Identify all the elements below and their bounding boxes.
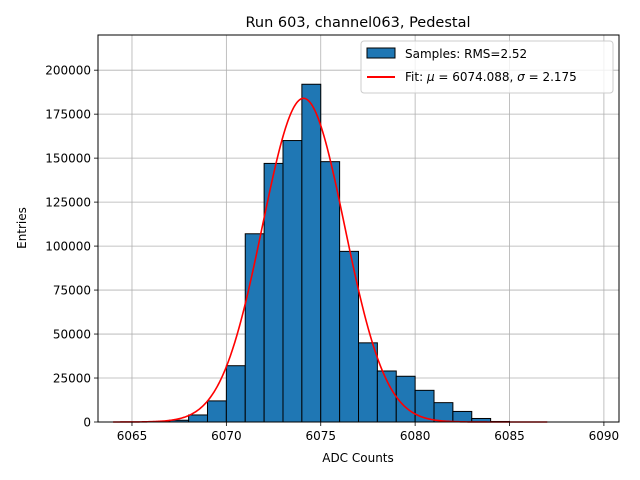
y-tick-label: 75000: [53, 284, 91, 298]
legend-fit-sigma: σ: [517, 70, 525, 84]
legend-fit-prefix: Fit:: [405, 70, 427, 84]
histogram-bar: [225, 365, 246, 423]
y-tick-label: 125000: [45, 196, 91, 210]
y-axis-label: Entries: [15, 207, 29, 249]
x-tick-label: 6080: [400, 429, 431, 443]
legend-histogram-label: Samples: RMS=2.52: [405, 47, 527, 61]
x-tick-label: 6090: [589, 429, 620, 443]
histogram-bar: [452, 410, 473, 423]
x-tick-label: 6085: [494, 429, 525, 443]
legend: Samples: RMS=2.52 Fit: μ = 6074.088, σ =…: [360, 40, 614, 94]
histogram-bar: [433, 402, 454, 423]
y-tick-label: 0: [83, 416, 91, 430]
x-tick-label: 6065: [117, 429, 148, 443]
histogram-bar: [320, 161, 341, 423]
histogram-bar: [301, 83, 322, 423]
y-tick-label: 100000: [45, 240, 91, 254]
y-axis-ticks: 0 25000 50000 75000 100000 125000 150000 175000…: [45, 64, 98, 430]
histogram-bar: [206, 400, 227, 423]
y-tick-label: 175000: [45, 108, 91, 122]
x-axis-ticks: 6065 6070 6075 6080 6085 6090: [117, 422, 619, 443]
x-tick-label: 6070: [211, 429, 242, 443]
histogram-bar: [358, 342, 378, 423]
legend-fit-sigma-value: = 2.175: [525, 70, 577, 84]
plot-frame: [97, 34, 620, 423]
y-tick-label: 150000: [45, 152, 91, 166]
legend-fit-mu: μ: [426, 70, 435, 84]
legend-histogram-swatch: [366, 47, 396, 59]
y-tick-label: 200000: [45, 64, 91, 78]
legend-fit-mu-value: = 6074.088,: [435, 70, 518, 84]
x-axis-label: ADC Counts: [322, 451, 394, 465]
histogram-bar: [282, 140, 303, 423]
y-tick-label: 50000: [53, 328, 91, 342]
histogram-bar: [376, 370, 397, 423]
legend-fit-label: Fit: μ = 6074.088, σ = 2.175: [405, 70, 577, 84]
chart-title: Run 603, channel063, Pedestal: [245, 15, 470, 31]
y-tick-label: 25000: [53, 372, 91, 386]
histogram-bar: [395, 375, 416, 423]
legend-box: [360, 40, 614, 94]
histogram-bar: [188, 414, 208, 423]
x-tick-label: 6075: [305, 429, 336, 443]
